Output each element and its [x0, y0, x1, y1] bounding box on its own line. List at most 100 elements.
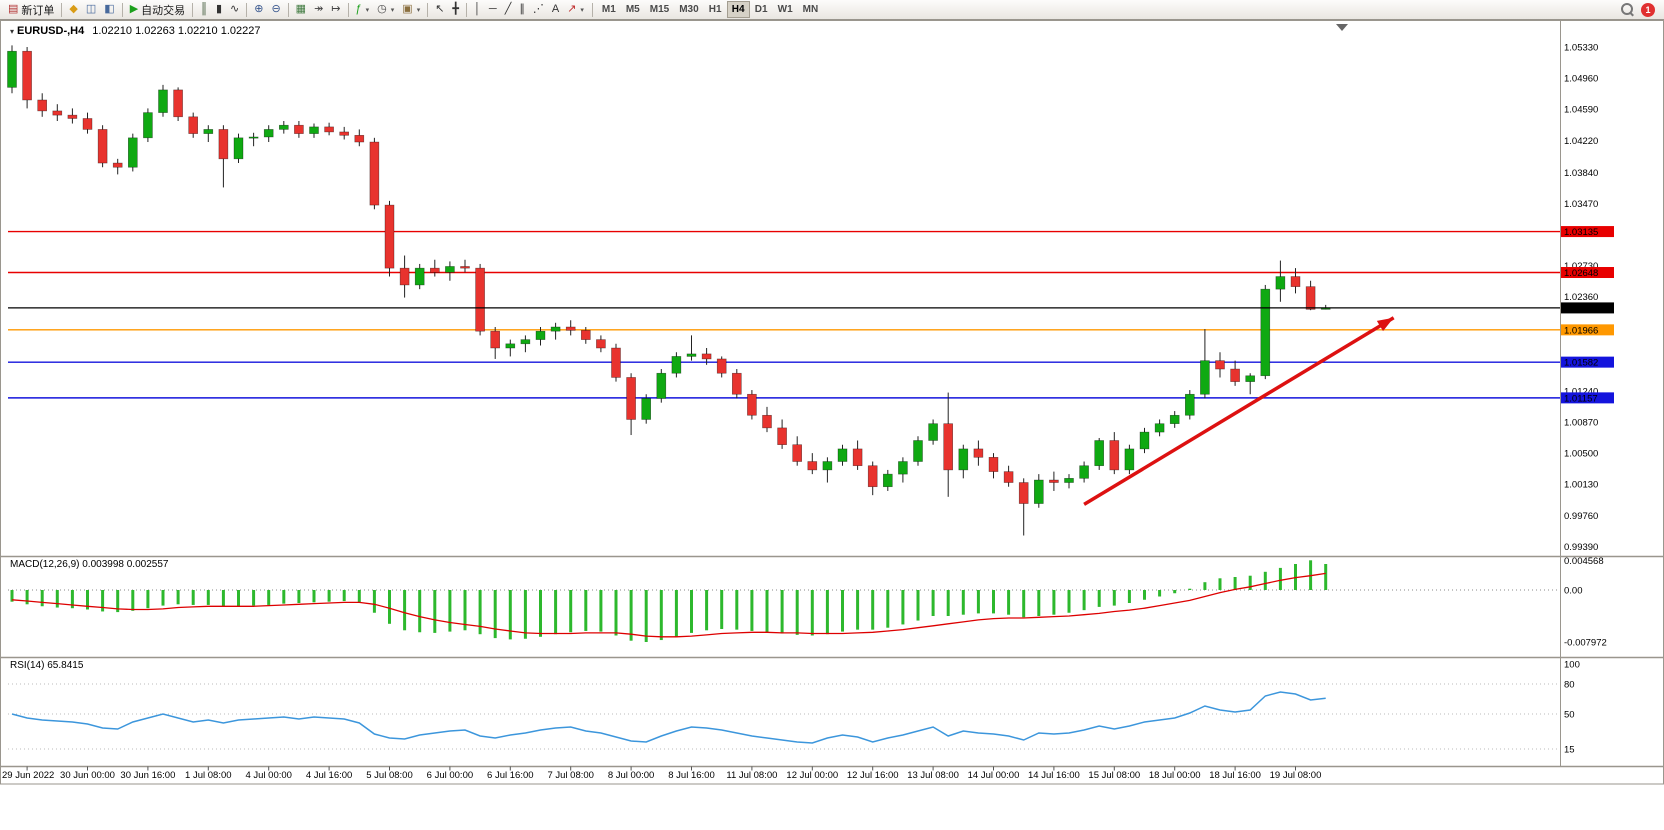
svg-text:1.01157: 1.01157 — [1564, 393, 1598, 404]
periods-button[interactable]: ◷ ▾ — [373, 1, 398, 18]
timeframe-m1-button[interactable]: M1 — [597, 1, 621, 18]
timeframe-m30-button[interactable]: M30 — [674, 1, 703, 18]
time-label: 19 Jul 08:00 — [1270, 770, 1322, 781]
indicators-button[interactable]: ƒ ▾ — [352, 1, 374, 18]
time-label: 30 Jun 16:00 — [120, 770, 175, 781]
periods-icon: ◷ — [377, 3, 387, 15]
time-label: 29 Jun 2022 — [2, 770, 54, 781]
candle — [928, 423, 938, 441]
arrows-tool-button[interactable]: ↗ ▾ — [563, 1, 588, 18]
svg-text:1.05330: 1.05330 — [1564, 43, 1598, 54]
candle — [1230, 368, 1240, 382]
candle — [1215, 360, 1225, 370]
candle — [67, 114, 78, 119]
svg-text:1.02227: 1.02227 — [1564, 303, 1598, 314]
horizontal-line-tool-button[interactable]: ─ — [485, 1, 501, 18]
candle — [792, 444, 803, 462]
rsi-line — [11, 691, 1326, 744]
line-chart-mode-button[interactable]: ∿ — [226, 1, 243, 18]
crosshair-button[interactable]: ╋ — [448, 1, 463, 18]
candle — [596, 339, 606, 349]
channel-tool-button[interactable]: ∥ — [515, 1, 529, 18]
new-order-icon: ▤ — [8, 3, 19, 15]
time-label: 15 Jul 08:00 — [1088, 770, 1140, 781]
text-tool-button[interactable]: A — [548, 1, 563, 18]
candle — [445, 266, 455, 273]
time-label: 4 Jul 00:00 — [245, 770, 291, 781]
time-label: 30 Jun 00:00 — [60, 770, 115, 781]
timeframe-m15-button[interactable]: M15 — [645, 1, 674, 18]
svg-text:1.02730: 1.02730 — [1564, 261, 1598, 272]
svg-text:1.01582: 1.01582 — [1564, 358, 1598, 369]
chart-shift-marker-icon[interactable] — [1336, 24, 1348, 31]
candle — [882, 473, 893, 488]
svg-text:1.02648: 1.02648 — [1564, 268, 1598, 279]
candle — [1109, 440, 1120, 471]
price-axis[interactable]: 1.05330 1.04960 1.04590 1.04220 1.03840 1.034… — [1564, 43, 1598, 553]
time-label: 18 Jul 16:00 — [1209, 770, 1261, 781]
candle — [384, 204, 395, 269]
timeframe-h1-button[interactable]: H1 — [704, 1, 727, 18]
candle — [837, 448, 848, 462]
timeframe-w1-button[interactable]: W1 — [773, 1, 798, 18]
candle — [1124, 448, 1135, 471]
candle — [188, 116, 198, 134]
chart-shift-button[interactable]: ↦ — [327, 1, 344, 18]
line-chart-mode-icon: ∿ — [230, 3, 240, 15]
candle — [1245, 375, 1255, 382]
candle — [580, 330, 591, 340]
candle — [233, 137, 244, 160]
candlestick-mode-button[interactable]: ▮ — [212, 1, 226, 18]
time-axis[interactable]: 29 Jun 2022 30 Jun 00:00 30 Jun 16:00 1 Jul… — [2, 766, 1322, 782]
templates-button[interactable]: ▣ ▾ — [398, 1, 424, 18]
fibonacci-tool-button[interactable]: ⋰ — [529, 1, 548, 18]
zoom-in-button[interactable]: ⊕ — [250, 1, 267, 18]
toolbar-separator — [121, 2, 123, 17]
new-order-button[interactable]: ▤ 新订单 — [4, 1, 58, 18]
navigator-button[interactable]: ◧ — [100, 1, 118, 18]
search-icon[interactable] — [1621, 3, 1634, 16]
candle — [731, 372, 742, 395]
candle — [475, 267, 485, 332]
vertical-line-tool-button[interactable]: │ — [470, 1, 485, 18]
candle — [1034, 479, 1044, 504]
channel-tool-icon: ∥ — [519, 3, 525, 15]
cursor-button[interactable]: ↖ — [431, 1, 448, 18]
rsi-axis-label: 50 — [1564, 710, 1575, 721]
price-badge — [1561, 226, 1614, 238]
candle — [1275, 276, 1286, 290]
candle — [565, 326, 576, 331]
timeframe-h4-button[interactable]: H4 — [726, 1, 750, 18]
chevron-down-icon: ▾ — [416, 6, 421, 14]
notification-badge[interactable]: 1 — [1641, 2, 1655, 17]
tile-windows-button[interactable]: ▦ — [292, 1, 310, 18]
zoom-in-icon: ⊕ — [254, 3, 264, 15]
rsi-axis-label: 80 — [1564, 680, 1575, 691]
auto-scroll-button[interactable]: ↠ — [310, 1, 327, 18]
market-watch-button[interactable]: ◆ — [65, 1, 81, 18]
bar-chart-mode-button[interactable]: ║ — [196, 1, 212, 18]
macd-axis-label: -0.007972 — [1564, 637, 1607, 648]
candle — [278, 124, 289, 130]
toolbar-separator — [591, 2, 593, 17]
candle — [641, 398, 652, 420]
trendline-tool-button[interactable]: ╱ — [501, 1, 516, 18]
auto-trading-button[interactable]: ▶ 自动交易 — [126, 1, 189, 18]
trend-arrow[interactable] — [1083, 316, 1395, 506]
timeframe-d1-button[interactable]: D1 — [750, 1, 773, 18]
timeframe-mn-button[interactable]: MN — [798, 1, 824, 18]
time-label: 12 Jul 16:00 — [847, 770, 899, 781]
candle — [1290, 276, 1301, 287]
toolbar-right-cluster: 1 — [1621, 2, 1660, 17]
chevron-down-icon: ▾ — [580, 6, 584, 14]
candle — [158, 89, 168, 113]
time-label: 4 Jul 16:00 — [306, 770, 352, 781]
zoom-out-button[interactable]: ⊖ — [267, 1, 284, 18]
data-window-button[interactable]: ◫ — [82, 1, 100, 18]
chart-canvas[interactable]: 1.05330 1.04960 1.04590 1.04220 1.03840 1.034… — [0, 20, 1664, 830]
candle — [1079, 465, 1089, 479]
svg-text:0.99760: 0.99760 — [1564, 511, 1598, 522]
bar-chart-mode-icon: ║ — [200, 3, 208, 15]
timeframe-m5-button[interactable]: M5 — [621, 1, 645, 18]
svg-text:1.02360: 1.02360 — [1564, 292, 1598, 303]
